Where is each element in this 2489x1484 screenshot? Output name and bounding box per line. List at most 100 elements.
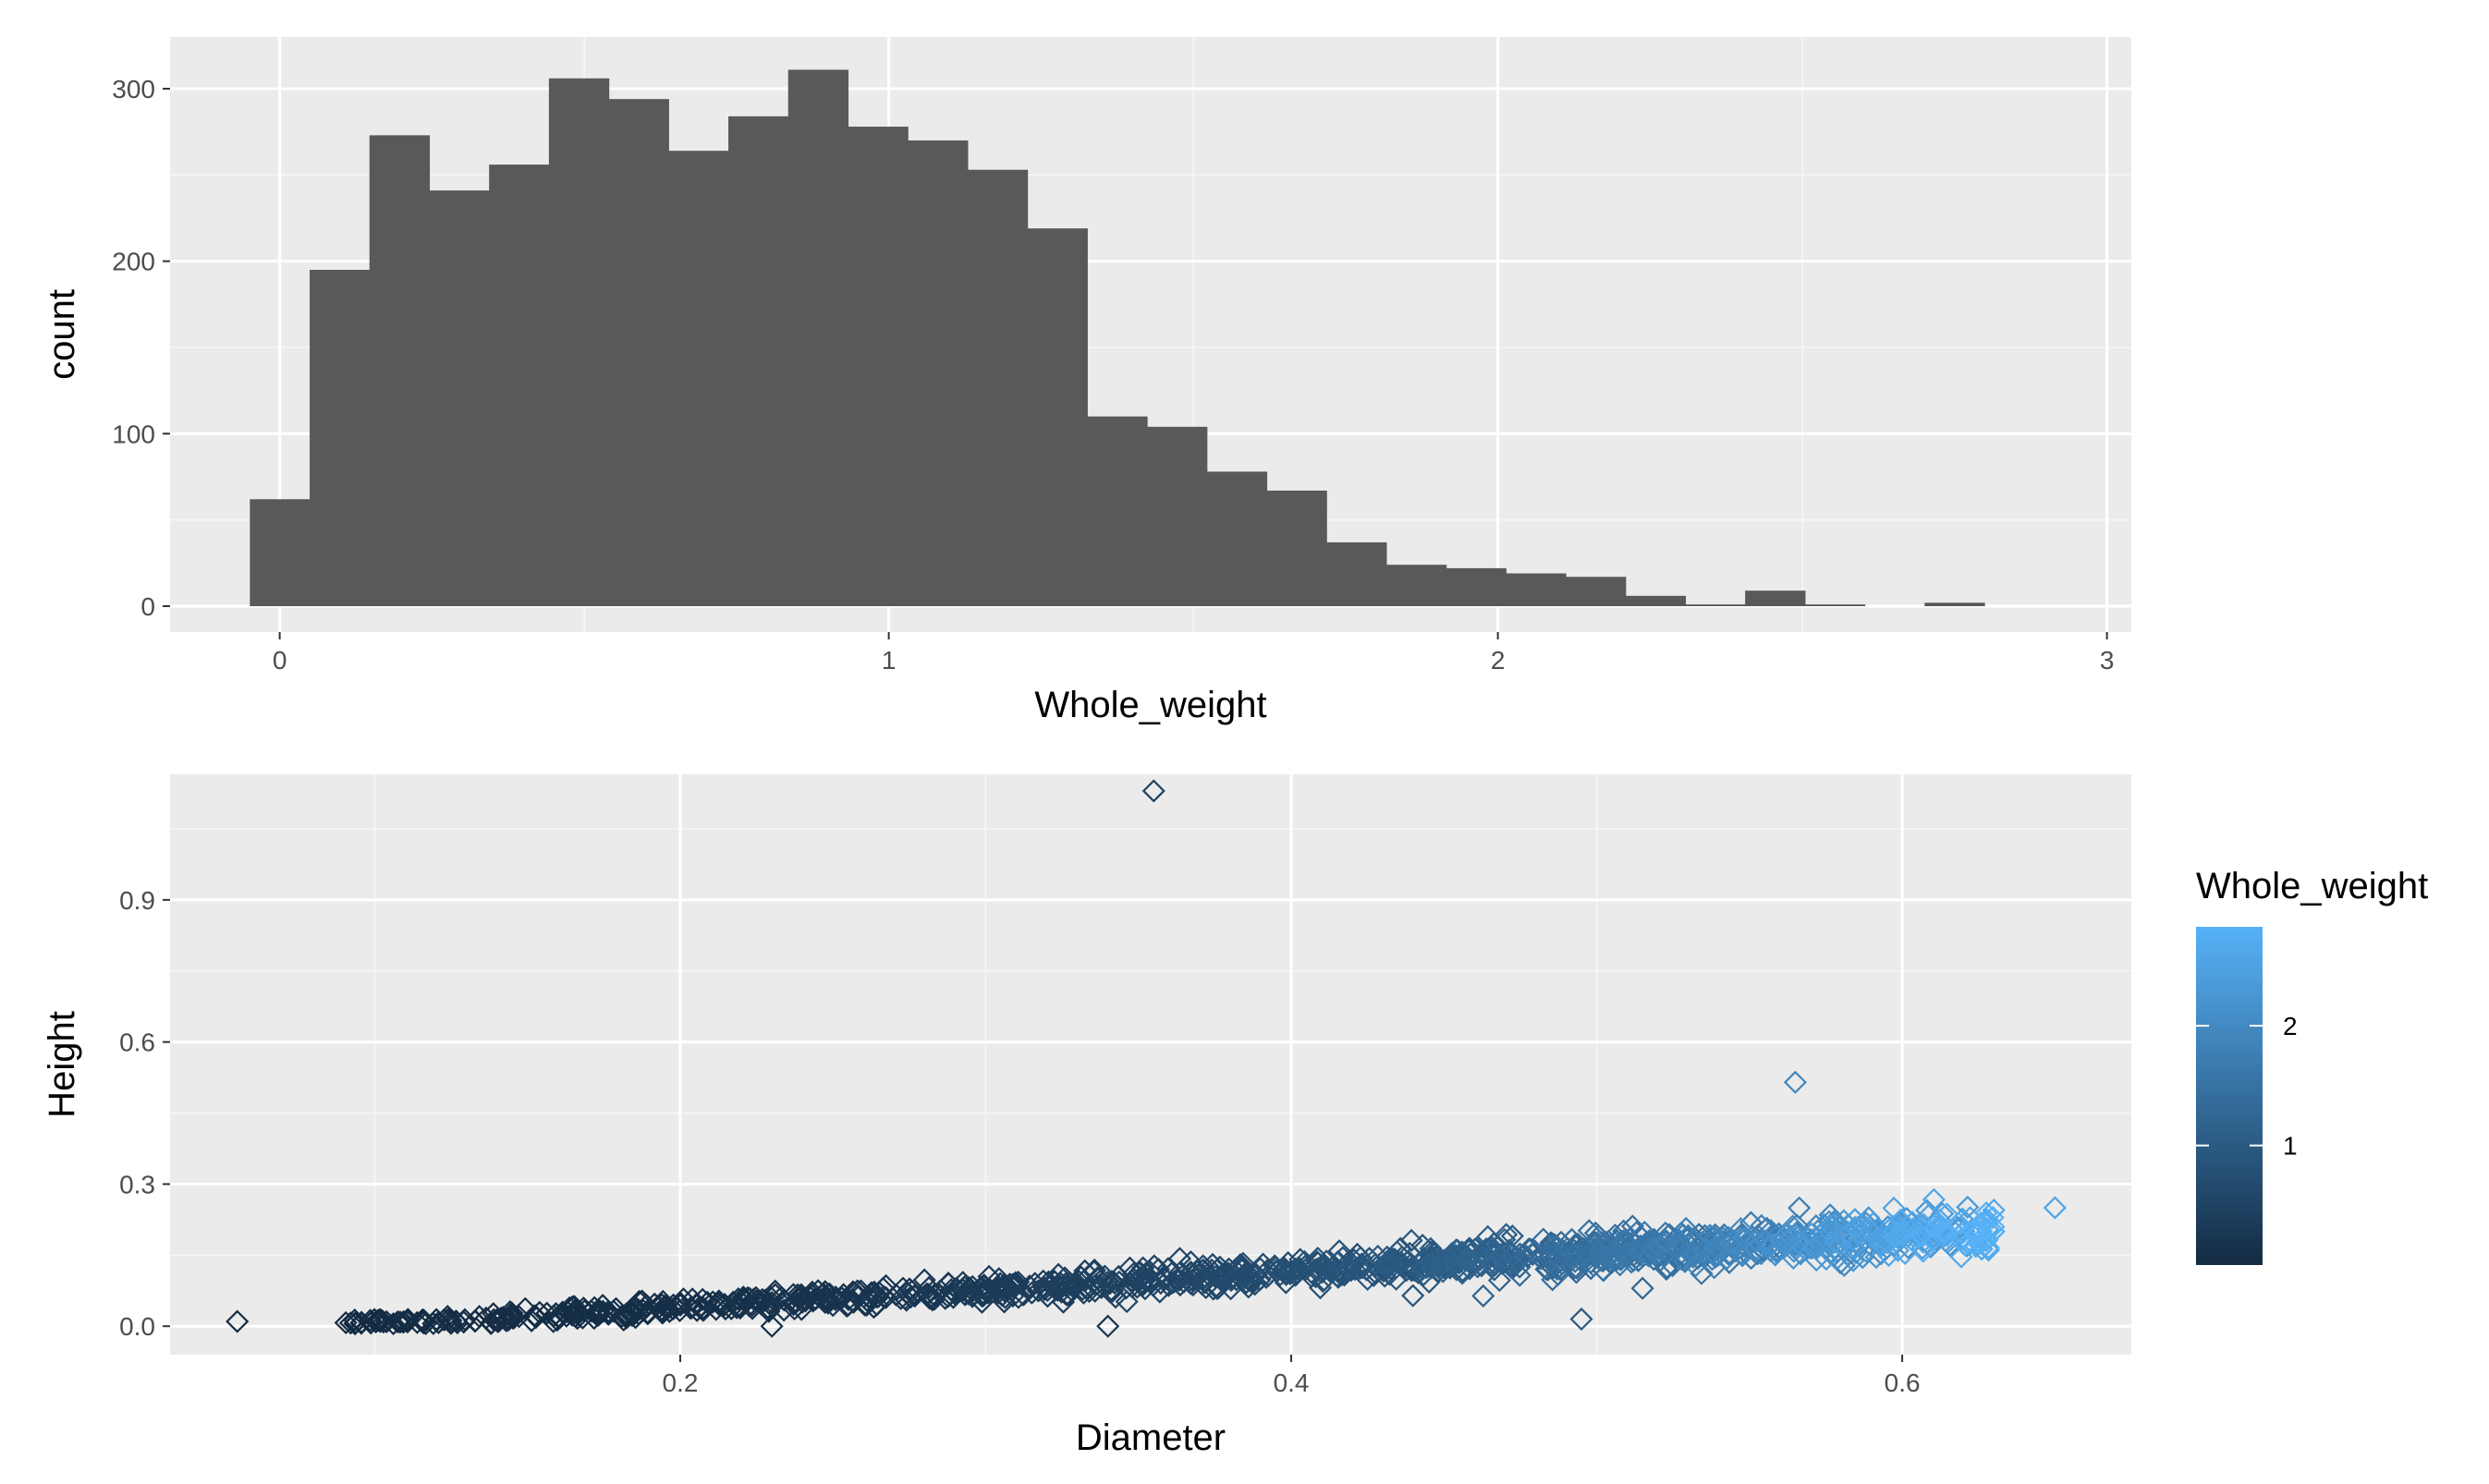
scatter-point — [1482, 1240, 1507, 1264]
scatter-point — [343, 1308, 367, 1332]
scatter-point — [998, 1272, 1022, 1296]
scatter-point — [1167, 1261, 1191, 1285]
histogram-bar — [967, 169, 1029, 606]
scatter-point — [1366, 1245, 1390, 1269]
scatter-point — [1576, 1244, 1600, 1269]
scatter-x-axis-title: Diameter — [1076, 1417, 1226, 1458]
scatter-point — [1832, 1253, 1856, 1278]
scatter-point — [784, 1291, 808, 1315]
scatter-point — [1223, 1258, 1247, 1282]
scatter-point — [364, 1309, 388, 1334]
histogram-bar — [1924, 602, 1985, 606]
scatter-ticks: 0.2 0.4 0.6 0.0 0.3 0.6 0.9 — [119, 886, 1921, 1397]
scatter-point — [1563, 1249, 1587, 1273]
scatter-point — [1061, 1273, 1085, 1297]
scatter-point — [1608, 1253, 1632, 1277]
scatter-point — [1964, 1221, 1989, 1245]
scatter-point — [1884, 1225, 1909, 1249]
y-tick-label: 100 — [112, 420, 155, 448]
scatter-point — [522, 1304, 546, 1328]
scatter-point — [388, 1310, 412, 1334]
scatter-point — [1390, 1245, 1414, 1269]
scatter-point — [1521, 1240, 1545, 1264]
scatter-point — [1077, 1280, 1102, 1304]
scatter-point — [1107, 1270, 1131, 1294]
scatter-point — [1911, 1239, 1935, 1263]
scatter-point — [1801, 1235, 1825, 1259]
scatter-point — [1598, 1234, 1622, 1258]
scatter-point — [860, 1281, 884, 1305]
scatter-point — [1546, 1262, 1570, 1287]
scatter-point — [1231, 1251, 1255, 1275]
scatter-point — [1131, 1256, 1155, 1280]
scatter-point — [1632, 1221, 1656, 1245]
scatter-point — [1096, 1314, 1120, 1338]
scatter-point — [1674, 1216, 1698, 1240]
scatter-point — [1832, 1209, 1856, 1233]
scatter-point — [1292, 1249, 1316, 1273]
scatter-point — [1893, 1220, 1917, 1244]
scatter-point — [685, 1298, 709, 1322]
histogram-bar — [1685, 604, 1746, 606]
scatter-point — [1160, 1271, 1184, 1295]
scatter-point — [1141, 779, 1165, 803]
scatter-point — [1104, 1285, 1128, 1309]
scatter-point — [1167, 1247, 1192, 1271]
scatter-point — [1419, 1252, 1443, 1276]
scatter-point — [1922, 1187, 1946, 1211]
scatter-point — [489, 1307, 513, 1331]
scatter-point — [468, 1305, 492, 1329]
y-tick-label: 0.0 — [119, 1312, 155, 1341]
scatter-point — [1507, 1263, 1531, 1287]
histogram-bar — [728, 116, 789, 606]
y-tick-label: 0.3 — [119, 1170, 155, 1198]
scatter-point — [1915, 1198, 1939, 1222]
scatter-point — [1714, 1247, 1739, 1271]
histogram-bar — [1326, 541, 1387, 606]
histogram-bar — [1625, 595, 1687, 606]
scatter-point — [1683, 1254, 1708, 1278]
scatter-point — [1225, 1268, 1249, 1292]
scatter-point — [1018, 1274, 1042, 1298]
scatter-point — [662, 1293, 686, 1317]
scatter-point — [1982, 1215, 2006, 1239]
scatter-point — [952, 1275, 976, 1299]
scatter-point — [513, 1296, 537, 1320]
histogram-bar — [1745, 590, 1806, 606]
scatter-point — [1843, 1215, 1867, 1239]
x-tick-label: 3 — [2100, 646, 2115, 675]
scatter-point — [1841, 1248, 1865, 1272]
scatter-point — [1330, 1262, 1354, 1286]
scatter-point — [1202, 1277, 1226, 1301]
scatter-point — [1965, 1230, 1990, 1254]
scatter-point — [977, 1264, 1001, 1289]
scatter-point — [1763, 1243, 1787, 1267]
scatter-point — [1647, 1235, 1671, 1259]
scatter-point — [1205, 1276, 1229, 1301]
scatter-point — [2043, 1196, 2067, 1220]
scatter-point — [1875, 1231, 1900, 1255]
scatter-point — [801, 1289, 825, 1313]
histogram-bar — [668, 151, 729, 606]
histogram-bar — [1206, 471, 1268, 606]
scatter-point — [1814, 1247, 1838, 1271]
scatter-point — [1481, 1253, 1505, 1277]
scatter-point — [929, 1279, 953, 1303]
scatter-point — [1204, 1264, 1228, 1288]
histogram-y-axis-title: count — [42, 289, 82, 380]
scatter-point — [1946, 1211, 1970, 1235]
scatter-point — [1703, 1235, 1727, 1259]
scatter-point — [651, 1301, 675, 1325]
x-tick-label: 1 — [882, 646, 897, 675]
scatter-point — [1569, 1307, 1593, 1332]
histogram-bar — [1087, 416, 1148, 606]
scatter-point — [1581, 1254, 1605, 1278]
histogram-bar — [848, 127, 909, 607]
scatter-point — [772, 1298, 796, 1322]
y-tick-label: 300 — [112, 75, 155, 103]
histogram-bar — [1446, 567, 1507, 606]
scatter-point — [1428, 1252, 1452, 1276]
scatter-point — [922, 1287, 946, 1311]
scatter-point — [1531, 1227, 1556, 1251]
